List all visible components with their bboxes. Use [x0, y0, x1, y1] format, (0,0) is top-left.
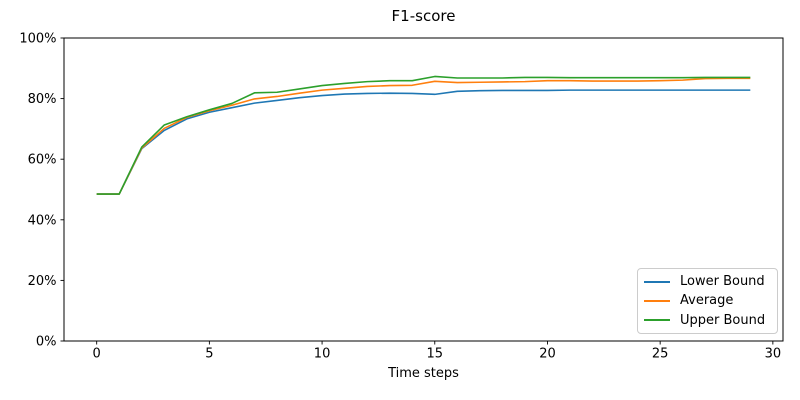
- y-tick-label: 20%: [28, 274, 57, 289]
- legend: Lower Bound Average Upper Bound: [637, 268, 778, 334]
- y-tick-label: 0%: [36, 335, 57, 350]
- lower-bound-line-swatch: [644, 280, 670, 283]
- legend-label-average: Average: [680, 293, 734, 309]
- chart-title: F1-score: [391, 7, 456, 25]
- y-tick-label: 40%: [28, 213, 57, 228]
- x-tick-label: 0: [93, 347, 101, 362]
- x-tick-label: 15: [426, 347, 443, 362]
- y-tick-label: 80%: [28, 92, 57, 107]
- x-tick-label: 25: [652, 347, 669, 362]
- legend-label-lower-bound: Lower Bound: [680, 274, 765, 290]
- axes-spines: [63, 37, 784, 342]
- x-tick-label: 30: [765, 347, 782, 362]
- series-line-average: [96, 77, 751, 195]
- average-line-swatch: [644, 299, 670, 302]
- y-tick-label: 100%: [19, 32, 56, 47]
- series-line-upper-bound: [96, 75, 751, 195]
- series-line-lower-bound: [96, 89, 751, 195]
- legend-label-upper-bound: Upper Bound: [680, 312, 766, 328]
- x-tick-label: 20: [539, 347, 556, 362]
- upper-bound-line-swatch: [644, 319, 670, 322]
- legend-item-lower-bound: Lower Bound: [644, 274, 771, 289]
- legend-item-average: Average: [644, 293, 771, 308]
- x-tick-label: 5: [205, 347, 213, 362]
- x-axis-label: Time steps: [388, 366, 459, 381]
- x-tick-label: 10: [314, 347, 331, 362]
- y-tick-label: 60%: [28, 153, 57, 168]
- legend-item-upper-bound: Upper Bound: [644, 313, 771, 328]
